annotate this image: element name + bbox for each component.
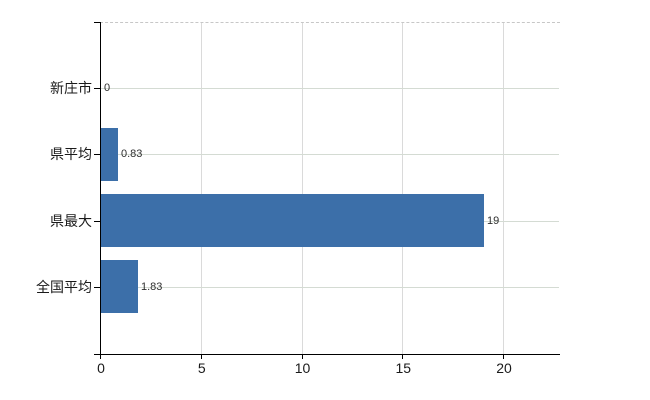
y-axis-tick <box>94 286 100 288</box>
x-axis-tick <box>200 355 202 359</box>
y-axis-line <box>100 22 101 355</box>
v-gridline <box>301 22 303 354</box>
h-gridline <box>101 88 559 89</box>
v-gridline <box>200 22 202 354</box>
x-tick-label: 5 <box>197 360 206 376</box>
x-axis-tick <box>301 355 303 359</box>
category-label: 全国平均 <box>36 278 92 295</box>
y-axis-tick <box>94 220 100 222</box>
x-axis-tick <box>503 355 504 359</box>
h-gridline <box>101 154 559 156</box>
bar <box>101 260 138 314</box>
y-axis-tick <box>94 88 100 89</box>
x-tick-label: 15 <box>395 360 412 376</box>
v-gridline <box>402 22 404 354</box>
category-label: 県最大 <box>50 212 92 229</box>
h-gridline <box>101 286 559 288</box>
x-axis-tick <box>100 355 101 359</box>
value-label: 0.83 <box>121 148 143 161</box>
x-tick-label: 20 <box>496 360 512 376</box>
value-label: 0 <box>104 82 111 94</box>
value-label: 19 <box>487 214 500 227</box>
y-axis-top-tick <box>94 22 100 23</box>
x-axis-line <box>94 354 560 355</box>
category-label: 新庄市 <box>50 80 92 96</box>
value-label: 1.83 <box>141 280 163 293</box>
bar <box>101 194 484 248</box>
bar <box>101 127 118 181</box>
y-axis-tick <box>94 154 100 156</box>
category-label: 県平均 <box>50 146 92 163</box>
v-gridline <box>503 22 504 354</box>
x-tick-label: 10 <box>294 360 311 376</box>
top-plot-border <box>100 22 560 23</box>
x-tick-label: 0 <box>97 360 105 376</box>
x-axis-tick <box>402 355 404 359</box>
